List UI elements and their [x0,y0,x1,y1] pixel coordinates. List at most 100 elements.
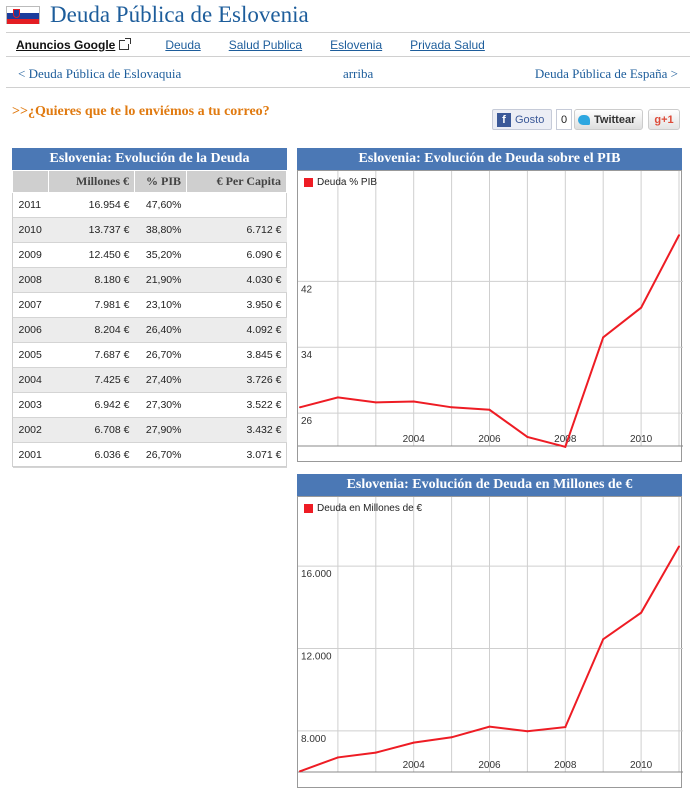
cell-gdp: 23,10% [134,292,187,318]
cell-per-capita: 6.712 € [186,217,287,243]
data-point [678,545,680,548]
legend-swatch [304,178,313,187]
data-point [299,770,301,773]
header-gdp: % PIB [134,170,187,193]
data-point [678,234,680,237]
table-header-row: Millones € % PIB € Per Capita [12,170,287,193]
x-tick-label: 2010 [630,434,653,445]
cell-year: 2004 [12,367,49,393]
data-point [526,435,529,438]
email-subscribe-link[interactable]: >>¿Quieres que te lo enviémos a tu corre… [12,104,270,119]
data-point [564,445,567,448]
cell-year: 2006 [12,317,49,343]
cell-per-capita: 4.030 € [186,267,287,293]
cell-per-capita: 3.950 € [186,292,287,318]
data-point [488,725,491,728]
external-link-icon [119,37,132,50]
page-title: Deuda Pública de Eslovenia [50,2,309,27]
y-tick-label: 16.000 [301,569,332,580]
x-tick-label: 2010 [630,760,653,771]
data-point [412,741,415,744]
x-tick-label: 2006 [478,434,501,445]
cell-gdp: 27,90% [134,417,187,443]
data-point [450,736,453,739]
cell-year: 2008 [12,267,49,293]
cell-millions: 8.180 € [48,267,135,293]
x-tick-label: 2008 [554,760,577,771]
cell-gdp: 38,80% [134,217,187,243]
cell-per-capita: 3.726 € [186,367,287,393]
chart-legend: Deuda en Millones de € [304,503,422,514]
debt-table: Millones € % PIB € Per Capita 2011 16.954… [12,170,287,468]
cell-per-capita: 3.522 € [186,392,287,418]
twitter-bird-icon [578,114,590,125]
header-millions: Millones € [48,170,135,193]
chart-plot: 8.000 12.000 16.000 2004 2006 2008 2010 [298,497,683,773]
millions-chart-title: Eslovenia: Evolución de Deuda en Millone… [297,474,682,496]
cell-year: 2003 [12,392,49,418]
cell-year: 2011 [12,192,49,218]
cell-gdp: 26,40% [134,317,187,343]
cell-year: 2010 [12,217,49,243]
data-point [336,756,339,759]
cell-millions: 7.425 € [48,367,135,393]
prev-country-link[interactable]: < Deuda Pública de Eslovaquia [18,65,182,81]
table-row: 2005 7.687 €26,70% 3.845 € [12,342,287,368]
gdp-debt-chart: 26 34 42 2004 2006 2008 2010 Deuda % PIB [297,170,683,462]
google-plus-button[interactable]: g+1 [648,109,680,130]
data-point [602,638,605,641]
header-per-capita: € Per Capita [186,170,287,193]
data-point [488,408,491,411]
cell-per-capita [186,192,287,218]
gplus-count-label: +1 [661,113,674,126]
data-point [336,396,339,399]
google-ads-bar: Anuncios Google Deuda Salud Publica Eslo… [6,32,690,57]
x-tick-label: 2006 [478,760,501,771]
cell-per-capita: 3.071 € [186,442,287,468]
top-link[interactable]: arriba [342,65,374,81]
table-row: 2007 7.981 €23,10% 3.950 € [12,292,287,318]
cell-gdp: 47,60% [134,192,187,218]
data-point [450,406,453,409]
like-label: Gosto [515,113,545,126]
twitter-button[interactable]: Twittear [574,109,643,130]
data-point [412,400,415,403]
header-year [12,170,49,193]
cell-gdp: 35,20% [134,242,187,268]
slovenia-flag-icon [6,6,40,24]
facebook-icon: f [497,112,511,127]
y-tick-label: 42 [301,284,313,295]
cell-gdp: 21,90% [134,267,187,293]
cell-per-capita: 6.090 € [186,242,287,268]
table-row: 2003 6.942 €27,30% 3.522 € [12,392,287,418]
cell-millions: 7.981 € [48,292,135,318]
legend-swatch [304,504,313,513]
facebook-like-button[interactable]: f Gosto [492,109,552,130]
ad-link-eslovenia[interactable]: Eslovenia [330,37,383,52]
ad-link-deuda[interactable]: Deuda [165,37,201,52]
cell-gdp: 26,70% [134,442,187,468]
ad-link-salud-publica[interactable]: Salud Publica [228,37,303,52]
y-tick-label: 26 [301,416,313,427]
country-navigation: < Deuda Pública de Eslovaquia arriba Deu… [6,60,690,88]
table-row: 2001 6.036 €26,70% 3.071 € [12,442,287,468]
table-row: 2011 16.954 €47,60% [12,192,287,218]
y-tick-label: 12.000 [301,652,332,663]
table-row: 2004 7.425 €27,40% 3.726 € [12,367,287,393]
cell-per-capita: 3.845 € [186,342,287,368]
cell-millions: 16.954 € [48,192,135,218]
table-row: 2009 12.450 €35,20% 6.090 € [12,242,287,268]
x-tick-label: 2004 [403,434,426,445]
millions-debt-chart: 8.000 12.000 16.000 2004 2006 2008 2010 Deuda … [297,496,683,788]
cell-millions: 6.942 € [48,392,135,418]
cell-year: 2002 [12,417,49,443]
ad-link-privada-salud[interactable]: Privada Salud [410,37,485,52]
data-point [374,751,377,754]
chart-plot: 26 34 42 2004 2006 2008 2010 [298,171,683,449]
google-ads-label[interactable]: Anuncios Google [16,37,132,52]
gdp-chart-title: Eslovenia: Evolución de Deuda sobre el P… [297,148,682,170]
cell-millions: 13.737 € [48,217,135,243]
cell-per-capita: 4.092 € [186,317,287,343]
tweet-label: Twittear [594,113,636,126]
next-country-link[interactable]: Deuda Pública de España > [534,65,678,81]
